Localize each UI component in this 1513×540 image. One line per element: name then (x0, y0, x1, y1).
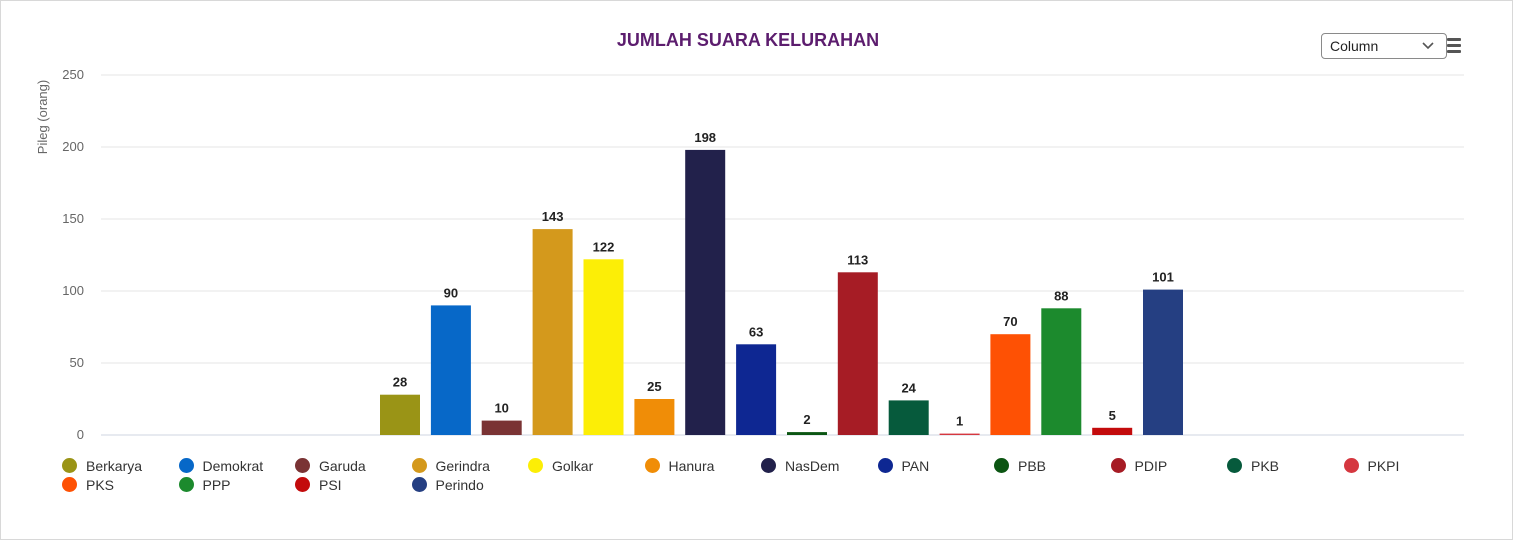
data-label-pan: 63 (749, 324, 763, 339)
y-tick-label: 50 (70, 355, 84, 370)
data-label-berkarya: 28 (393, 375, 407, 390)
chart-title: JUMLAH SUARA KELURAHAN (616, 30, 880, 50)
data-label-pks: 70 (1003, 314, 1017, 329)
legend-item-garuda[interactable]: Garuda (295, 458, 366, 476)
legend-item-ppp[interactable]: PPP (178, 477, 231, 495)
data-label-ppp: 88 (1054, 288, 1068, 303)
legend-item-pbb[interactable]: PBB (994, 458, 1046, 476)
legend-label: Demokrat (202, 458, 264, 474)
legend-label: PKPI (1367, 458, 1400, 474)
legend-label: Berkarya (86, 458, 143, 474)
bar-berkarya[interactable] (380, 394, 420, 435)
data-label-perindo: 101 (1152, 270, 1174, 285)
legend-marker (877, 458, 893, 473)
legend-item-gerindra[interactable]: Gerindra (411, 458, 490, 476)
chevron-down-icon (1422, 42, 1434, 50)
legend-marker (62, 477, 77, 492)
chart-type-selected-value: Column (1330, 38, 1379, 54)
data-label-gerindra: 143 (542, 209, 564, 224)
legend-marker (1227, 458, 1242, 473)
y-tick-label: 100 (62, 283, 84, 298)
chart-type-select[interactable]: Column (1321, 33, 1447, 59)
y-axis-label: Pileg (orang) (35, 80, 50, 154)
legend-label: Gerindra (435, 458, 490, 474)
y-tick-label: 0 (77, 427, 84, 442)
bar-pkb[interactable] (888, 400, 929, 435)
legend-label: PDIP (1134, 458, 1168, 474)
legend-marker (411, 458, 427, 473)
legend-item-golkar[interactable]: Golkar (528, 458, 593, 476)
legend-marker (1343, 458, 1359, 473)
bar-ppp[interactable] (1041, 308, 1082, 435)
legend-marker (178, 458, 194, 473)
legend-label: PKS (86, 477, 115, 493)
data-label-garuda: 10 (494, 401, 508, 416)
bar-pan[interactable] (736, 344, 777, 435)
bar-hanura[interactable] (634, 399, 675, 435)
data-label-pkpi: 1 (956, 414, 963, 429)
bar-pdip[interactable] (837, 272, 878, 435)
data-label-golkar: 122 (593, 239, 615, 254)
data-label-demokrat: 90 (444, 285, 458, 300)
legend-marker (761, 458, 776, 473)
legend-item-nasdem[interactable]: NasDem (761, 458, 839, 476)
y-tick-label: 200 (62, 139, 84, 154)
legend-item-pkpi[interactable]: PKPI (1343, 458, 1400, 476)
legend-label: PPP (202, 477, 231, 493)
legend-marker (62, 458, 77, 473)
legend-marker (644, 458, 660, 473)
legend-marker (295, 477, 310, 492)
bar-garuda[interactable] (481, 420, 522, 435)
legend-item-berkarya[interactable]: Berkarya (62, 458, 142, 476)
data-label-psi: 5 (1109, 408, 1116, 423)
bar-nasdem[interactable] (685, 149, 726, 435)
legend-item-pkb[interactable]: PKB (1227, 458, 1279, 476)
bar-perindo[interactable] (1143, 289, 1183, 435)
legend-label: NasDem (785, 458, 840, 474)
legend-label: PKB (1251, 458, 1280, 474)
legend-marker (994, 458, 1009, 473)
legend-item-pks[interactable]: PKS (62, 477, 114, 495)
bar-golkar[interactable] (583, 259, 624, 435)
y-tick-label: 150 (62, 211, 84, 226)
legend-item-psi[interactable]: PSI (295, 477, 342, 495)
hamburger-menu-icon[interactable] (1447, 38, 1461, 54)
legend-label: Hanura (668, 458, 715, 474)
legend-item-pan[interactable]: PAN (877, 458, 930, 476)
legend-label: Perindo (435, 477, 484, 493)
legend-item-pdip[interactable]: PDIP (1110, 458, 1168, 476)
data-label-pkb: 24 (901, 380, 916, 395)
data-label-pdip: 113 (847, 252, 868, 267)
data-label-pbb: 2 (803, 412, 810, 427)
bar-psi[interactable] (1092, 427, 1133, 435)
bar-pks[interactable] (990, 334, 1031, 435)
legend-label: Golkar (552, 458, 594, 474)
legend-label: PSI (319, 477, 342, 493)
legend-label: PBB (1018, 458, 1047, 474)
legend-marker (1110, 458, 1126, 473)
bar-pbb[interactable] (787, 432, 827, 435)
legend-item-hanura[interactable]: Hanura (644, 458, 715, 476)
legend-marker (528, 458, 543, 473)
bar-demokrat[interactable] (430, 305, 471, 435)
legend-label: Garuda (319, 458, 366, 474)
bar-gerindra[interactable] (532, 229, 573, 435)
data-label-nasdem: 198 (694, 130, 716, 145)
legend-item-perindo[interactable]: Perindo (411, 477, 484, 495)
data-label-hanura: 25 (647, 379, 661, 394)
y-tick-label: 250 (62, 67, 84, 82)
legend-label: PAN (901, 458, 930, 474)
legend-marker (178, 477, 194, 492)
legend-marker (411, 477, 427, 492)
bar-pkpi[interactable] (939, 433, 980, 435)
legend-item-demokrat[interactable]: Demokrat (178, 458, 264, 476)
legend-marker (295, 458, 310, 473)
